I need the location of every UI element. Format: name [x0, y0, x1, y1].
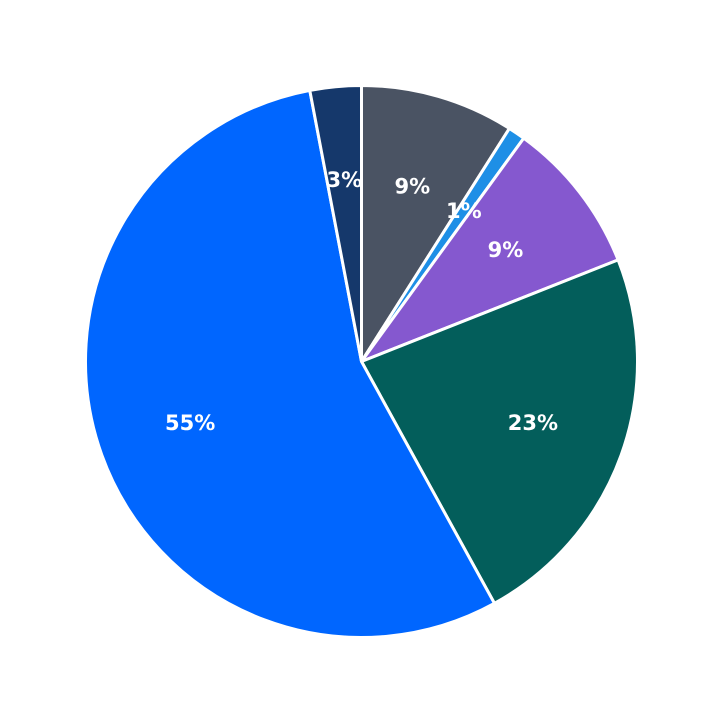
pie-slice-2	[360, 136, 620, 363]
pie-slice-label-5: 3%	[327, 168, 363, 192]
pie-slice-label-4: 55%	[165, 411, 215, 435]
pie-slice-label-2: 9%	[488, 238, 524, 262]
pie-slice-0	[360, 84, 511, 363]
pie-slices	[84, 84, 639, 639]
pie-slice-3	[360, 258, 639, 605]
pie-slice-label-3: 23%	[508, 411, 558, 435]
pie-slice-label-0: 9%	[394, 175, 430, 199]
pie-slice-label-1: 1%	[446, 199, 482, 223]
pie-slice-4	[84, 88, 496, 639]
pie-slice-5	[308, 84, 363, 363]
pie-labels: 9%1%9%23%55%3%	[165, 168, 558, 435]
